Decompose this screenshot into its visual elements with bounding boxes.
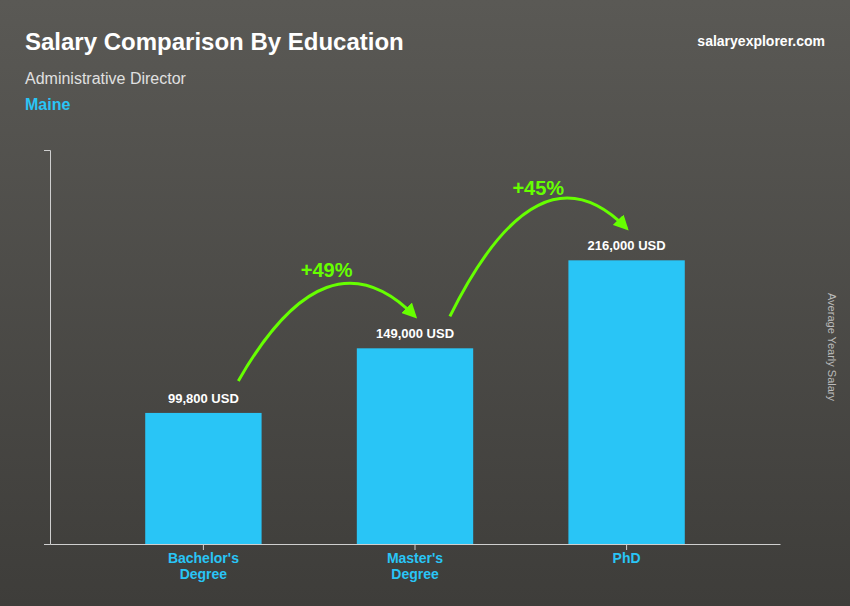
plot: Bachelor'sDegree Master'sDegree PhD 99,800 … (44, 151, 781, 583)
subtitle: Administrative Director (25, 70, 187, 87)
y-axis-title: Average Yearly Salary (826, 293, 838, 402)
x-axis: Bachelor'sDegree Master'sDegree PhD (51, 544, 781, 582)
annotation: +49% (301, 259, 353, 281)
data-label: 216,000 USD (588, 238, 666, 253)
data-label: 149,000 USD (376, 326, 454, 341)
axis-line (44, 151, 51, 545)
tick: Master'sDegree (387, 544, 443, 582)
arrow (238, 283, 415, 381)
tick-label: Bachelor'sDegree (168, 550, 239, 582)
bar (145, 413, 261, 544)
tick: Bachelor'sDegree (168, 544, 239, 582)
chart: Salary Comparison By Education salaryexpl… (0, 0, 850, 606)
tick: PhD (613, 544, 641, 566)
tick-label: PhD (613, 550, 641, 566)
annotations: +49% +45% (238, 177, 626, 381)
bars (145, 260, 685, 544)
location: Maine (25, 96, 70, 113)
background (0, 0, 850, 606)
source: salaryexplorer.com (697, 33, 825, 49)
title: Salary Comparison By Education (25, 28, 404, 55)
bar (568, 260, 684, 544)
annotation: +45% (512, 177, 564, 199)
data-label: 99,800 USD (168, 391, 239, 406)
tick-label: Master'sDegree (387, 550, 443, 582)
arrow (450, 198, 627, 316)
y-axis (44, 151, 51, 545)
bar (357, 348, 473, 544)
